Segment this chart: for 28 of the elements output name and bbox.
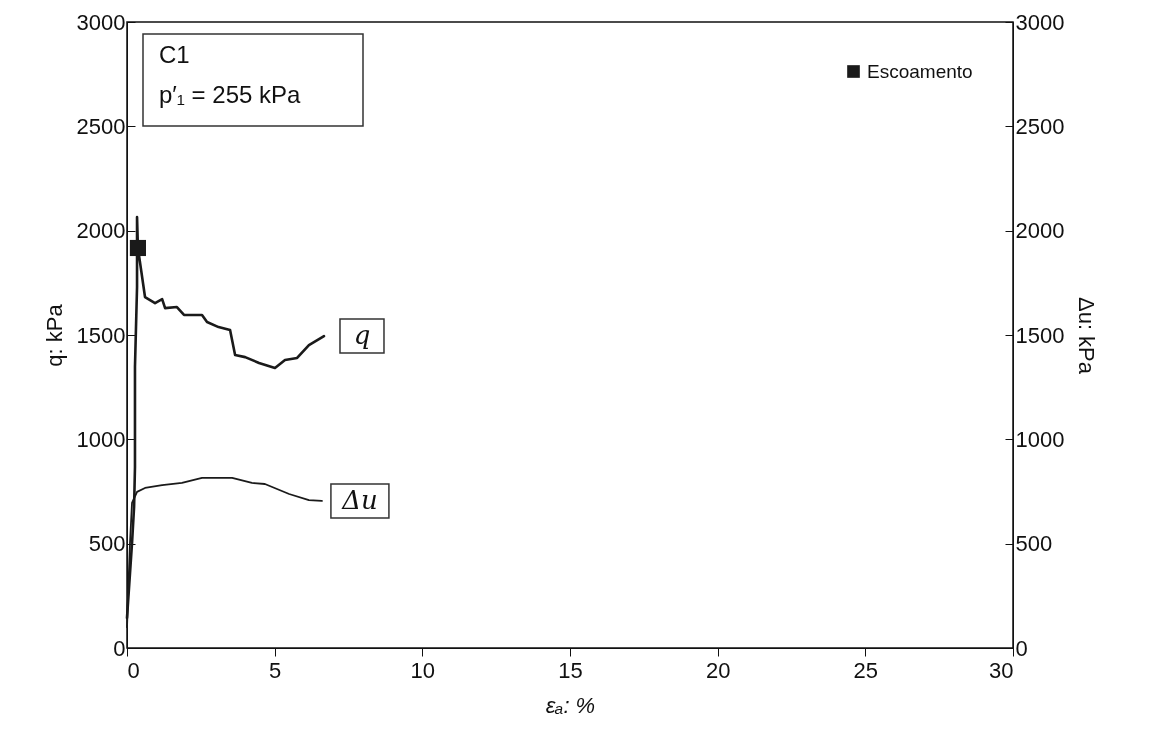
- y-tick-label: 3000: [76, 9, 126, 35]
- y-tick-label: 2500: [76, 113, 126, 139]
- x-tick-label: 15: [558, 657, 583, 683]
- x-axis-title: εₐ: %: [545, 692, 596, 718]
- y-tick-label: 2000: [76, 218, 126, 244]
- y2-tick-label: 1500: [1015, 322, 1065, 348]
- y2-tick-label: 3000: [1015, 9, 1065, 35]
- x-tick-label: 5: [269, 657, 282, 683]
- annotation: C1: [159, 41, 190, 68]
- x-tick-label: 20: [705, 657, 731, 683]
- legend-label: Escoamento: [867, 60, 973, 82]
- y-tick-label: 1500: [76, 322, 126, 348]
- y-axis-title: q: kPa: [41, 303, 67, 367]
- y2-tick-label: 0: [1015, 635, 1028, 661]
- series-label: Δu: [341, 484, 378, 515]
- y2-tick-label: 500: [1015, 531, 1053, 557]
- y2-tick-label: 1000: [1015, 426, 1065, 452]
- y2-tick-label: 2500: [1015, 113, 1065, 139]
- y-tick-label: 500: [88, 531, 126, 557]
- x-tick-label: 30: [989, 657, 1014, 683]
- x-tick-label: 10: [410, 657, 436, 683]
- annotation: p′₁ = 255 kPa: [159, 81, 302, 108]
- y2-axis-title: Δu: kPa: [1074, 296, 1100, 375]
- y-tick-label: 1000: [76, 426, 126, 452]
- y2-tick-label: 2000: [1015, 218, 1065, 244]
- x-tick-label: 25: [853, 657, 879, 683]
- series-label: q: [353, 320, 371, 351]
- y-tick-label: 0: [113, 635, 126, 661]
